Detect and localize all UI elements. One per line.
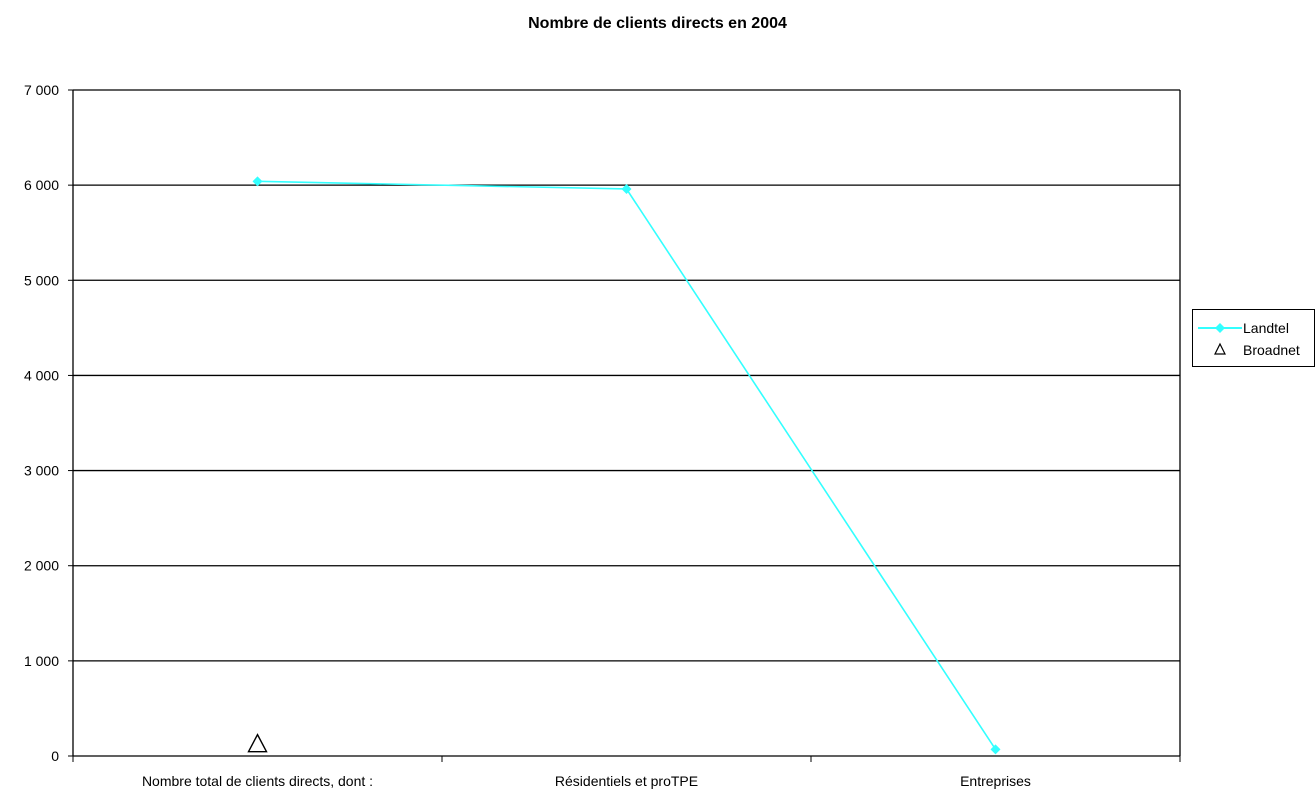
y-tick-label: 6 000 <box>24 177 59 193</box>
y-tick-label: 1 000 <box>24 653 59 669</box>
legend-swatch-broadnet <box>1214 342 1226 355</box>
chart-title: Nombre de clients directs en 2004 <box>528 15 787 32</box>
legend-item-landtel: Landtel <box>1193 318 1315 340</box>
series-line-landtel <box>257 180 997 750</box>
x-tick-label: Résidentiels et proTPE <box>555 773 698 789</box>
data-point-landtel <box>252 176 263 187</box>
chart-legend: Landtel Broadnet <box>1192 309 1315 367</box>
y-tick-label: 7 000 <box>24 82 59 98</box>
data-point-broadnet <box>247 733 268 753</box>
y-tick-label: 5 000 <box>24 272 59 288</box>
legend-label-broadnet: Broadnet <box>1243 342 1300 358</box>
y-tick-label: 3 000 <box>24 463 59 479</box>
x-tick-label: Nombre total de clients directs, dont : <box>142 773 373 789</box>
legend-label-landtel: Landtel <box>1243 320 1289 336</box>
y-tick-label: 4 000 <box>24 367 59 383</box>
y-tick-label: 2 000 <box>24 558 59 574</box>
legend-item-broadnet: Broadnet <box>1193 340 1315 362</box>
data-point-landtel <box>621 183 632 194</box>
y-tick-label: 0 <box>51 748 59 764</box>
legend-swatch-landtel <box>1198 323 1242 333</box>
x-tick-label: Entreprises <box>960 773 1031 789</box>
data-point-landtel <box>990 744 1001 755</box>
